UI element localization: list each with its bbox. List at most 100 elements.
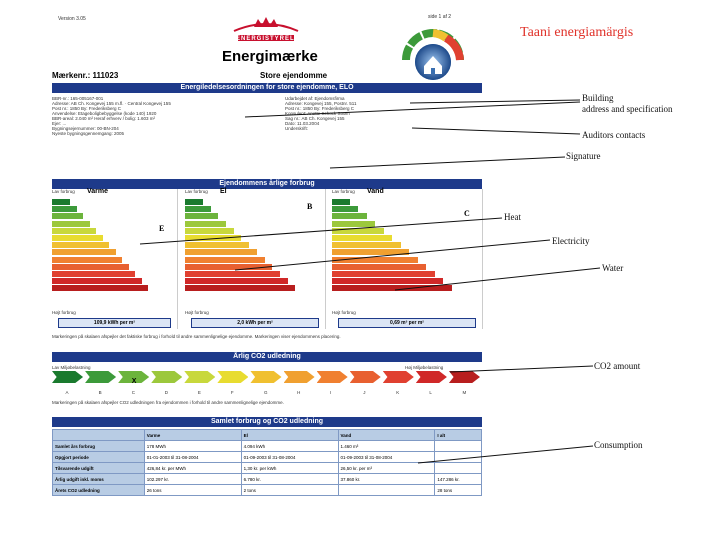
co2-note: Markeringen på skalaen afspejler CO2 udl… xyxy=(52,400,284,405)
co2-low-label: Lav Miljøbelastning xyxy=(52,365,91,370)
signature-line: Underskrift: xyxy=(285,126,309,131)
grade-marker: B xyxy=(307,202,313,212)
scale-step-bar xyxy=(52,199,70,205)
info-line: Udarbejdet af: Ejendomsfirma xyxy=(285,96,345,101)
info-line: Adresse: AB Ch. Kongevej 155 m.fl. · Cen… xyxy=(52,101,171,106)
callout-electricity: Electricity xyxy=(552,236,590,246)
scale-step-bar xyxy=(52,235,103,241)
info-line: Adresse: Kongevej 155, Postnr. 511 xyxy=(285,101,357,106)
co2-scale-step xyxy=(382,371,414,383)
callout-auditors: Auditors contacts xyxy=(582,130,646,140)
info-line: Ejer: ... xyxy=(52,121,67,126)
high-consumption-label: Højt forbrug xyxy=(185,310,209,315)
table-header-row: Varme El Vand I alt xyxy=(52,429,482,441)
scale-step-bar xyxy=(52,242,110,249)
info-line: BBR-areal: 2.040 m² Heraf erhverv / boli… xyxy=(52,116,156,121)
section-band-consumption: Ejendommens årlige forbrug xyxy=(52,179,482,189)
scale-step-bar xyxy=(52,256,123,263)
co2-scale-letter: A xyxy=(65,390,69,395)
grade-marker: E xyxy=(159,223,165,233)
panel-title: Varme xyxy=(87,188,109,195)
info-line: Post nr.: 1850 By: Frederiksberg C xyxy=(285,106,355,111)
low-consumption-label: Lav forbrug xyxy=(52,189,75,194)
building-info-column: BBR-nr.: 165-005167-001 Adresse: AB Ch. … xyxy=(52,96,272,136)
leader-line xyxy=(244,101,581,118)
scale-step-bar xyxy=(185,256,265,263)
scale-step-bar xyxy=(332,213,367,220)
co2-scale-letter: D xyxy=(164,390,169,395)
leader-line xyxy=(234,239,551,271)
info-line: Sag nr.: AB Ch. Kongevej 155 xyxy=(285,116,345,121)
panel-title: Vand xyxy=(367,188,384,195)
co2-scale-step xyxy=(283,371,315,383)
co2-scale-step xyxy=(316,371,348,383)
scale-step-bar xyxy=(332,199,350,205)
panel-note: Markeringen på skalaen afspejler det fak… xyxy=(52,334,341,339)
table-cell xyxy=(337,484,436,496)
consumption-value-box: 2,0 kWh per m² xyxy=(191,318,319,328)
info-line: Post nr.: 1850 By: Frederiksberg C xyxy=(52,106,122,111)
scale-step-bar xyxy=(332,263,427,270)
table-cell: 2 tons xyxy=(240,484,339,496)
scale-step-bar xyxy=(185,278,288,285)
co2-scale-step xyxy=(184,371,216,383)
scale-step-bar xyxy=(332,256,418,263)
scale-step-bar xyxy=(52,213,84,220)
high-consumption-label: Højt forbrug xyxy=(52,310,76,315)
version-text: Version 3.05 xyxy=(58,16,86,22)
scale-step-bar xyxy=(185,249,257,256)
co2-scale-step xyxy=(217,371,249,383)
label-type: Store ejendomme xyxy=(260,71,328,80)
leader-line xyxy=(139,217,503,245)
leader-line xyxy=(411,127,581,135)
co2-scale-step xyxy=(118,371,150,383)
scale-step-bar xyxy=(185,242,250,249)
agency-crown-logo xyxy=(226,13,306,43)
summary-table: Varme El Vand I alt Samlet års forbrug 1… xyxy=(52,429,482,496)
co2-scale-step xyxy=(349,371,381,383)
co2-scale-step xyxy=(52,371,84,383)
info-line: Dato: 11.03.2004 xyxy=(285,121,320,126)
table-row: Årlig udgift inkl. moms 102.297 kr. 6.78… xyxy=(52,473,482,485)
table-cell: Årets CO2 udledning xyxy=(52,484,145,496)
scale-step-bar xyxy=(332,271,435,277)
leader-line xyxy=(417,445,594,464)
callout-signature: Signature xyxy=(566,151,601,161)
co2-scale-letter: F xyxy=(230,390,234,395)
co2-scale-step xyxy=(151,371,183,383)
label-number: Mærkenr.: 111023 xyxy=(52,71,119,80)
callout-address-spec: address and specification xyxy=(582,104,673,114)
panel-el: Lav forbrug El B Højt forbrug 2,0 kWh per m² xyxy=(185,188,326,329)
callout-building: Building xyxy=(582,93,614,103)
scale-step-bar xyxy=(332,206,359,213)
leader-line xyxy=(409,99,581,104)
scale-step-bar xyxy=(52,249,116,256)
section-band-elo: Energiledelsesordningen for store ejendo… xyxy=(52,83,482,93)
low-consumption-label: Lav forbrug xyxy=(332,189,355,194)
panel-vand: Lav forbrug Vand C Højt forbrug 0,69 m³ per … xyxy=(332,188,483,329)
scale-step-bar xyxy=(332,285,452,292)
scale-step-bar xyxy=(332,249,410,256)
callout-co2: CO2 amount xyxy=(594,361,641,371)
co2-position-marker: X xyxy=(131,378,137,385)
panel-varme: Lav forbrug Varme E Højt forbrug 109,9 kWh p… xyxy=(52,188,178,329)
co2-scale-letter: G xyxy=(264,390,268,395)
co2-scale-step xyxy=(415,371,447,383)
page-number: side 1 af 2 xyxy=(428,14,452,20)
overlay-title: Taani energiamärgis xyxy=(520,25,634,40)
co2-scale-letter: B xyxy=(98,390,102,395)
section-band-co2: Årlig CO2 udledning xyxy=(52,352,482,362)
panel-title: El xyxy=(220,188,227,195)
scale-step-bar xyxy=(332,227,384,234)
callout-heat: Heat xyxy=(504,212,521,222)
scale-step-bar xyxy=(332,242,401,249)
co2-scale-letter: E xyxy=(197,390,201,395)
scale-step-bar xyxy=(52,285,149,292)
scale-step-bar xyxy=(52,271,136,277)
co2-scale-step xyxy=(250,371,282,383)
scale-step-bar xyxy=(185,213,219,220)
scale-step-bar xyxy=(185,271,280,277)
leader-line xyxy=(329,156,566,169)
consumption-value-box: 0,69 m³ per m² xyxy=(338,318,476,328)
